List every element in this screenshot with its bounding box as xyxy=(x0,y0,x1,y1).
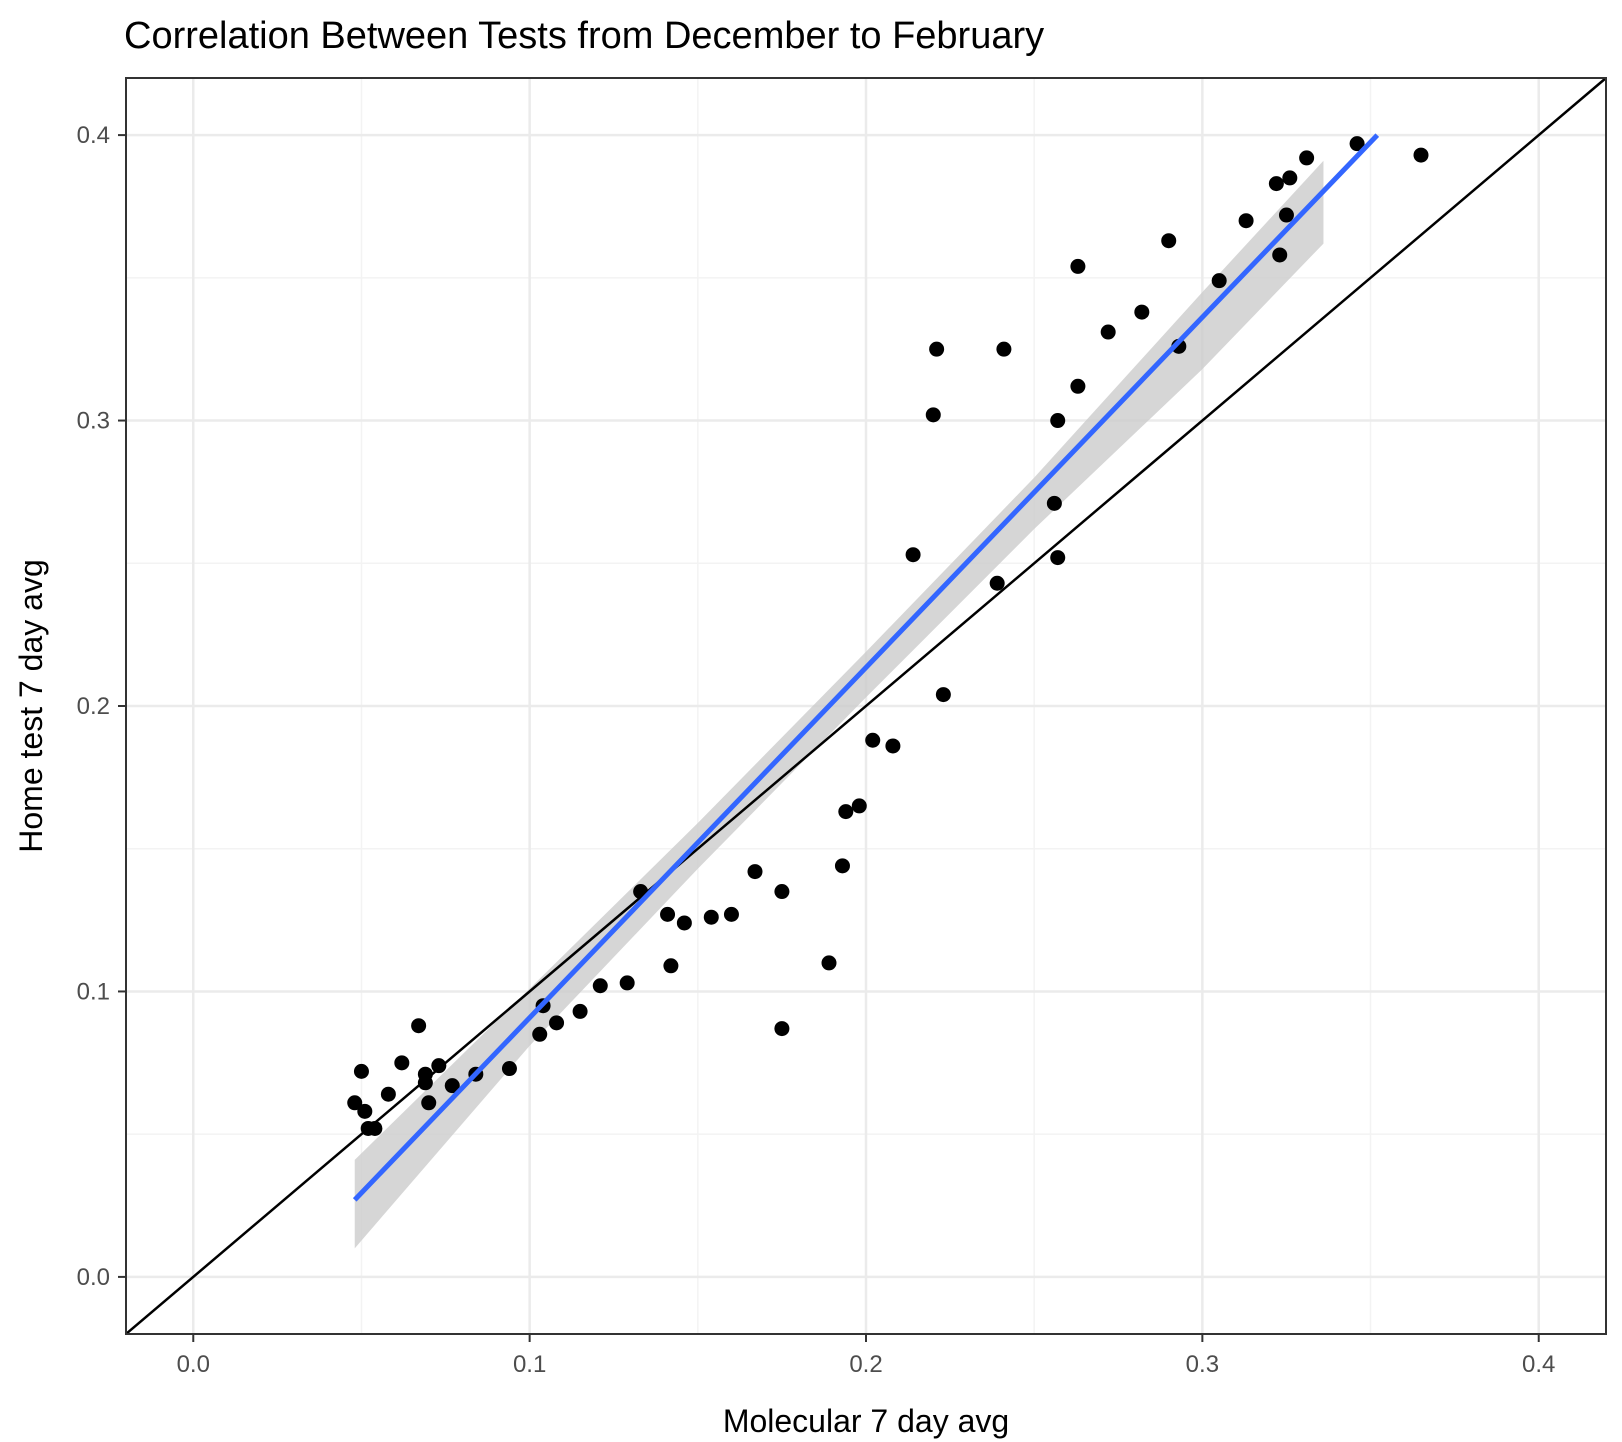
data-point xyxy=(380,1086,396,1102)
data-point xyxy=(1299,150,1315,166)
data-point xyxy=(357,1103,373,1119)
data-point xyxy=(935,687,951,703)
data-point xyxy=(663,958,679,974)
data-point xyxy=(1238,213,1254,229)
data-point xyxy=(619,975,635,991)
data-point xyxy=(394,1055,410,1071)
data-point xyxy=(367,1120,383,1136)
x-axis-ticks: 0.0 0.1 0.2 0.3 0.4 xyxy=(177,1334,1555,1378)
data-point xyxy=(421,1095,437,1111)
data-point xyxy=(885,738,901,754)
data-point xyxy=(905,547,921,563)
data-point xyxy=(353,1063,369,1079)
y-tick-label: 0.4 xyxy=(77,122,110,149)
data-point xyxy=(411,1018,427,1034)
data-point xyxy=(417,1066,433,1082)
data-point xyxy=(1134,304,1150,320)
data-point xyxy=(676,915,692,931)
data-point xyxy=(865,732,881,748)
data-point xyxy=(1278,207,1294,223)
data-point xyxy=(347,1095,363,1111)
data-point xyxy=(1282,170,1298,186)
data-point xyxy=(1413,147,1429,163)
data-point xyxy=(1211,273,1227,289)
data-point xyxy=(989,575,1005,591)
y-axis-label: Home test 7 day avg xyxy=(13,559,49,852)
data-point xyxy=(444,1078,460,1094)
data-point xyxy=(821,955,837,971)
data-point xyxy=(774,884,790,900)
data-point xyxy=(592,978,608,994)
data-point xyxy=(1100,324,1116,340)
grid xyxy=(126,78,1606,1334)
y-axis-ticks: 0.0 0.1 0.2 0.3 0.4 xyxy=(77,122,126,1291)
data-point xyxy=(774,1021,790,1037)
x-tick-label: 0.4 xyxy=(1522,1351,1555,1378)
data-point xyxy=(1070,378,1086,394)
data-point xyxy=(532,1026,548,1042)
y-tick-label: 0.1 xyxy=(77,978,110,1005)
x-tick-label: 0.1 xyxy=(513,1351,546,1378)
y-tick-label: 0.3 xyxy=(77,408,110,435)
data-point xyxy=(929,341,945,357)
confidence-band-layer xyxy=(354,160,1324,1249)
data-point xyxy=(660,906,676,922)
data-point xyxy=(723,906,739,922)
data-point xyxy=(747,864,763,880)
data-point xyxy=(1268,176,1284,192)
data-point xyxy=(1161,233,1177,249)
data-point xyxy=(838,804,854,820)
x-tick-label: 0.2 xyxy=(849,1351,882,1378)
data-point xyxy=(431,1058,447,1074)
data-point xyxy=(1272,247,1288,263)
data-point xyxy=(1050,413,1066,429)
data-point xyxy=(925,407,941,423)
data-point xyxy=(703,909,719,925)
confidence-band xyxy=(354,160,1324,1249)
data-point xyxy=(996,341,1012,357)
data-point xyxy=(851,798,867,814)
data-point xyxy=(1050,550,1066,566)
data-point xyxy=(501,1061,517,1077)
x-axis-label: Molecular 7 day avg xyxy=(723,1403,1009,1439)
x-tick-label: 0.3 xyxy=(1186,1351,1219,1378)
data-point xyxy=(572,1003,588,1019)
y-tick-label: 0.2 xyxy=(77,693,110,720)
regression-fit-line xyxy=(352,133,1380,1202)
data-point xyxy=(1349,136,1365,152)
fit-line-layer xyxy=(352,133,1380,1202)
data-point xyxy=(834,858,850,874)
chart-title: Correlation Between Tests from December … xyxy=(124,15,1044,57)
y-tick-label: 0.0 xyxy=(77,1264,110,1291)
data-point xyxy=(549,1015,565,1031)
x-tick-label: 0.0 xyxy=(177,1351,210,1378)
data-point xyxy=(1070,258,1086,274)
data-point xyxy=(1046,495,1062,511)
